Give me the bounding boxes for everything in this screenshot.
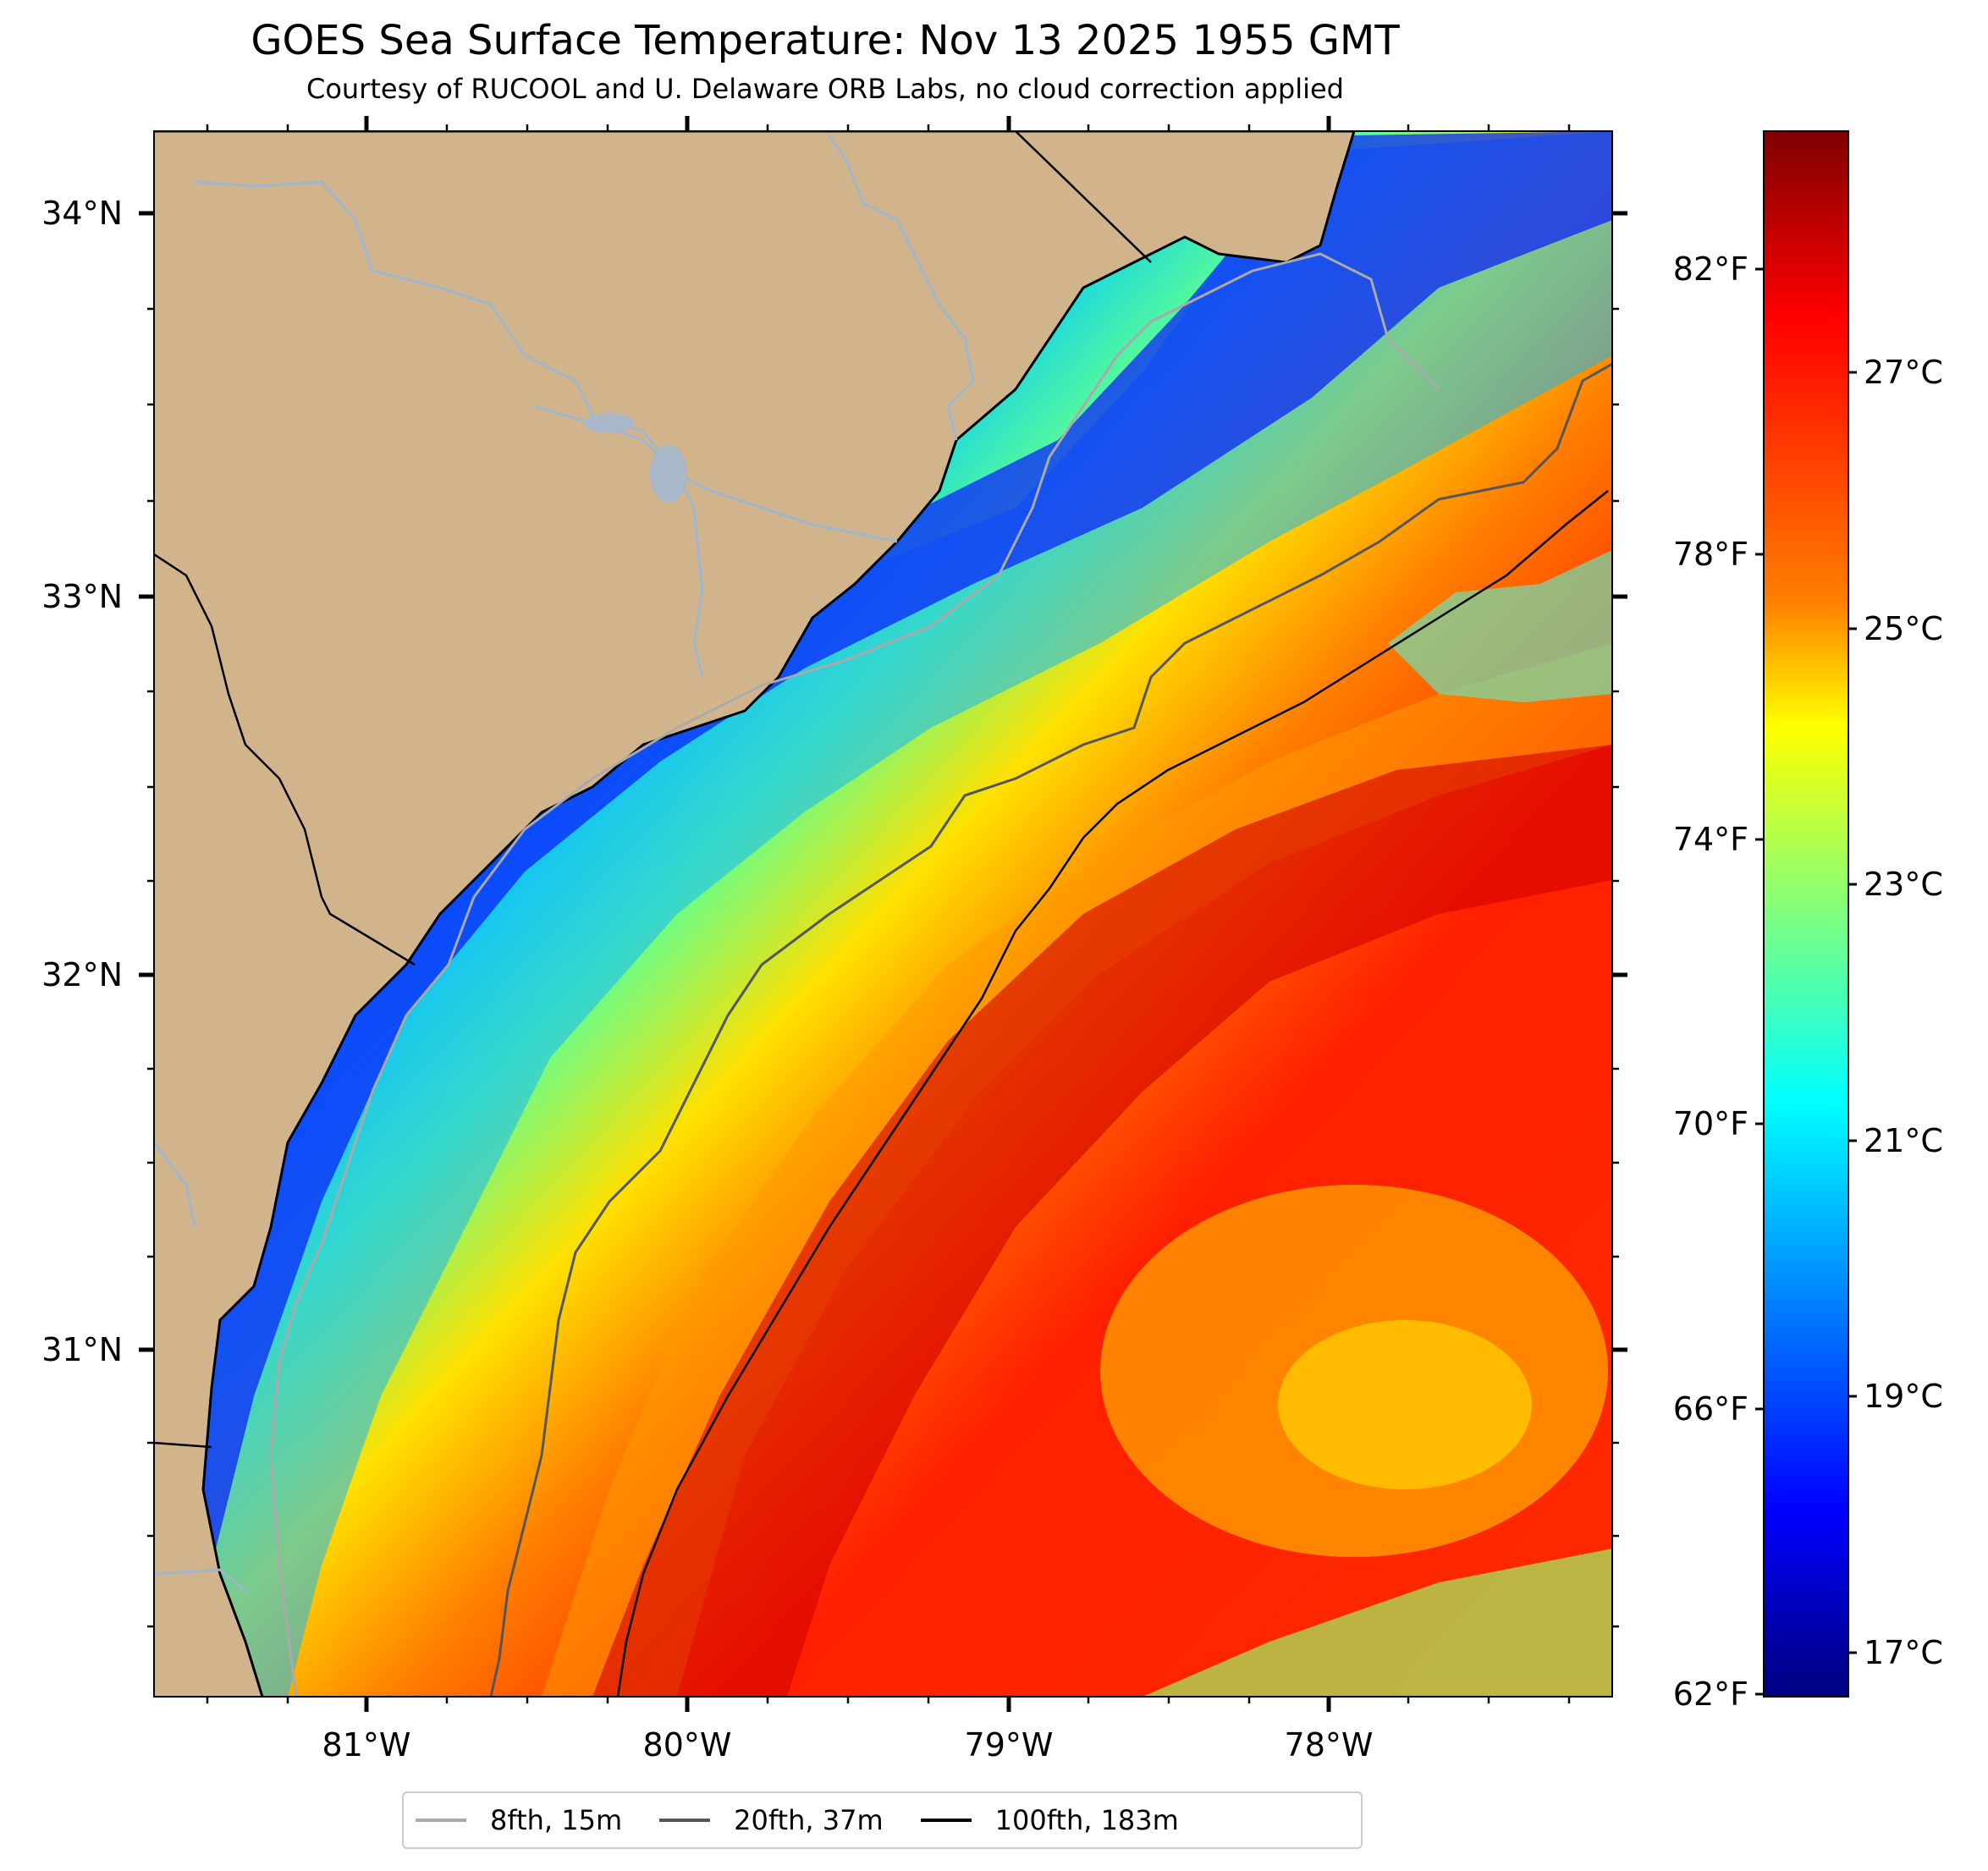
legend-item-100fth: 100fth, 183m [920, 1804, 1179, 1836]
gulf-stream-core [592, 745, 1612, 1697]
colorbar-celsius-ticks [1848, 371, 1857, 1654]
legend-line-100fth [920, 1819, 972, 1822]
cbar-label-19c: 19°C [1864, 1378, 1943, 1415]
colorbar-fahrenheit-ticks [1755, 267, 1764, 1696]
lat-label-32n: 32°N [41, 956, 123, 993]
minor-ticks [147, 124, 1619, 1703]
cbar-label-62f: 62°F [1673, 1676, 1748, 1713]
longitude-major-ticks [364, 116, 1331, 1712]
cbar-label-74f: 74°F [1673, 821, 1748, 858]
legend-item-20fth: 20fth, 37m [659, 1804, 884, 1836]
state-border-sc-ga [154, 553, 416, 966]
legend-line-8fth [416, 1819, 466, 1822]
lat-label-33n: 33°N [41, 578, 123, 615]
legend-label-20fth: 20fth, 37m [734, 1804, 884, 1836]
cbar-label-70f: 70°F [1673, 1105, 1748, 1142]
shelf-water [154, 131, 1612, 1697]
land-mass [154, 131, 1354, 1697]
contour-legend: 8fth, 15m 20fth, 37m 100fth, 183m [402, 1791, 1363, 1849]
legend-label-100fth: 100fth, 183m [994, 1804, 1179, 1836]
lake-moultrie [584, 413, 635, 433]
state-border-nc-sc [1015, 131, 1152, 263]
chart-title: GOES Sea Surface Temperature: Nov 13 202… [251, 17, 1400, 64]
cbar-label-66f: 66°F [1673, 1390, 1748, 1428]
chart-subtitle: Courtesy of RUCOOL and U. Delaware ORB L… [306, 73, 1344, 105]
map-panel [154, 131, 1612, 1697]
cold-nearshore-water [154, 131, 1612, 1697]
contour-20fth [489, 362, 1612, 1697]
legend-label-8fth: 8fth, 15m [490, 1804, 623, 1836]
lon-label-79w: 79°W [965, 1726, 1054, 1764]
lon-label-78w: 78°W [1285, 1726, 1374, 1764]
coastline [154, 131, 1356, 1697]
cool-patch-northeast [1388, 550, 1612, 702]
cbar-label-17c: 17°C [1864, 1634, 1943, 1671]
colorbar [1763, 130, 1849, 1698]
lake-marion [650, 445, 687, 503]
lat-label-31n: 31°N [41, 1331, 123, 1368]
map-frame [153, 130, 1613, 1698]
state-border-ga-fl [154, 1441, 212, 1449]
cbar-label-25c: 25°C [1864, 610, 1943, 647]
lon-label-81w: 81°W [322, 1726, 411, 1764]
lon-label-80w: 80°W [643, 1726, 732, 1764]
contour-100fth [616, 490, 1609, 1697]
cool-patch-south [1143, 1549, 1612, 1697]
cbar-label-82f: 82°F [1673, 250, 1748, 288]
cbar-label-78f: 78°F [1673, 536, 1748, 573]
legend-line-20fth [659, 1819, 711, 1822]
latitude-major-ticks [139, 211, 1627, 1352]
cbar-label-21c: 21°C [1864, 1122, 1943, 1159]
eddy-center [1278, 1320, 1532, 1489]
contour-8fth [269, 252, 1440, 1697]
cbar-label-27c: 27°C [1864, 354, 1943, 391]
cbar-label-23c: 23°C [1864, 866, 1943, 903]
legend-item-8fth: 8fth, 15m [416, 1804, 622, 1836]
lat-label-34n: 34°N [41, 195, 123, 232]
